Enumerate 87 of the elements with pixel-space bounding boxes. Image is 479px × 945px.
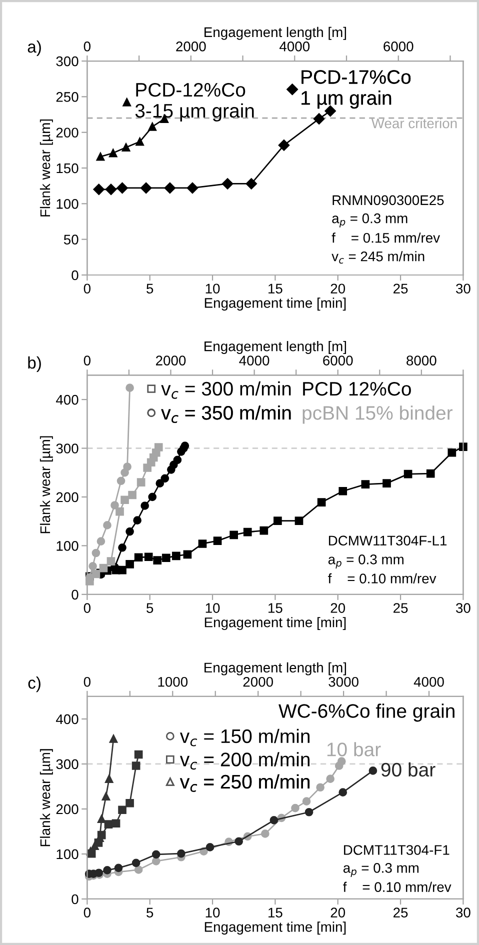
annotation: v$_{c}$ = 150 m/min (180, 728, 310, 746)
y-tick-label: 300 (56, 56, 78, 66)
y-tick-label: 100 (56, 541, 78, 551)
annotation: a$_{p}$ = 0.3 mm (343, 863, 418, 878)
x2-tick-label: 2000 (156, 356, 186, 366)
annotation: f = 0.15 mm/rev (332, 232, 440, 243)
annotation: DCMW11T304F-L1 (328, 536, 447, 546)
x-tick-label: 25 (394, 603, 408, 613)
x2-tick-label: 0 (84, 356, 90, 366)
y-tick-label: 50 (64, 234, 78, 245)
x-tick-label: 10 (206, 603, 220, 613)
x-tick-label: 15 (268, 908, 282, 918)
text: pcBN 15% binder (302, 406, 453, 424)
x2-tick-label: 4000 (239, 356, 270, 366)
x2-tick-label: 0 (84, 676, 90, 687)
y-axis-title: Flank wear [µm] (40, 749, 53, 846)
x-tick-label: 5 (146, 603, 154, 613)
y-tick-label: 0 (72, 590, 78, 600)
x2-axis-title: Engagement length [m] (204, 341, 346, 354)
text: b) (28, 356, 41, 372)
x2-tick-label: 2000 (243, 676, 273, 687)
x-tick-label: 30 (456, 603, 470, 613)
x2-tick-label: 6000 (323, 356, 353, 366)
x-tick-label: 0 (84, 284, 90, 294)
x-tick-label: 0 (84, 908, 90, 918)
y-tick-label: 150 (56, 163, 78, 174)
x2-axis-title: Engagement length [m] (204, 26, 346, 40)
x-tick-label: 10 (206, 908, 220, 918)
legend-label: PCD-17%Co 1 µm grain (302, 70, 411, 109)
annotation: v$_{c}$ = 300 m/min (161, 381, 291, 399)
x2-tick-label: 4000 (414, 676, 444, 687)
text: PCD 12%Co (303, 382, 411, 396)
annotation: v$_{c}$ = 350 m/min (161, 405, 291, 423)
x-tick-label: 30 (456, 908, 470, 918)
y-tick-label: 200 (56, 128, 78, 138)
x2-tick-label: 8000 (406, 356, 436, 366)
x2-tick-label: 3000 (328, 676, 358, 687)
y-tick-label: 300 (56, 759, 78, 770)
annotation: a$_{p}$ = 0.3 mm (332, 213, 408, 228)
x-tick-label: 5 (146, 908, 154, 918)
y-tick-label: 400 (56, 714, 78, 724)
x-tick-label: 15 (268, 284, 282, 294)
x2-tick-label: 6000 (384, 42, 414, 52)
y-tick-label: 100 (56, 199, 78, 209)
series-label: 10 bar (327, 742, 381, 756)
x-axis-title: Engagement time [min] (204, 298, 346, 311)
x-axis-title: Engagement time [min] (204, 922, 346, 935)
annotation: RNMN090300E25 (332, 195, 444, 206)
x2-tick-label: 1000 (158, 676, 188, 687)
x-tick-label: 25 (394, 908, 408, 918)
annotation: DCMT11T304-F1 (344, 845, 450, 855)
annotation: v$_{c}$ = 245 m/min (332, 251, 424, 264)
x-tick-label: 10 (206, 284, 220, 294)
y-axis-title: Flank wear [µm] (40, 436, 53, 534)
x2-tick-label: 4000 (280, 42, 310, 52)
ref-line-label: Wear criterion (371, 118, 457, 128)
x-axis-title: Engagement time [min] (204, 617, 346, 630)
x-tick-label: 0 (84, 603, 90, 613)
y-tick-label: 200 (56, 804, 78, 814)
x2-axis-title: Engagement length [m] (204, 662, 346, 676)
x-tick-label: 20 (330, 603, 346, 613)
series-label: 90 bar (381, 762, 436, 777)
annotation: a$_{p}$ = 0.3 mm (328, 554, 404, 569)
x-tick-label: 20 (330, 284, 346, 294)
x-tick-label: 15 (268, 603, 282, 613)
text: a) (28, 40, 41, 56)
annotation: f = 0.10 mm/rev (343, 882, 452, 892)
y-tick-label: 0 (72, 270, 78, 280)
x2-tick-label: 0 (84, 42, 90, 52)
y-tick-label: 400 (56, 394, 78, 405)
y-tick-label: 300 (56, 444, 78, 454)
x-tick-label: 25 (394, 284, 408, 294)
x-tick-label: 30 (456, 284, 470, 294)
annotation: f = 0.10 mm/rev (328, 573, 436, 584)
y-tick-label: 0 (72, 894, 78, 904)
x2-tick-label: 2000 (176, 42, 206, 52)
y-tick-label: 100 (56, 849, 78, 860)
y-axis-title: Flank wear [µm] (40, 119, 53, 216)
annotation: v$_{c}$ = 250 m/min (180, 774, 310, 792)
y-tick-label: 250 (56, 92, 78, 102)
x-tick-label: 5 (146, 284, 154, 294)
x-tick-label: 20 (330, 908, 346, 918)
annotation: v$_{c}$ = 200 m/min (180, 752, 310, 770)
annotation: WC-6%Co fine grain (278, 704, 454, 722)
text: c) (28, 676, 40, 692)
y-tick-label: 200 (56, 492, 78, 502)
legend-label: PCD-12%Co 3-15 µm grain (135, 82, 254, 122)
